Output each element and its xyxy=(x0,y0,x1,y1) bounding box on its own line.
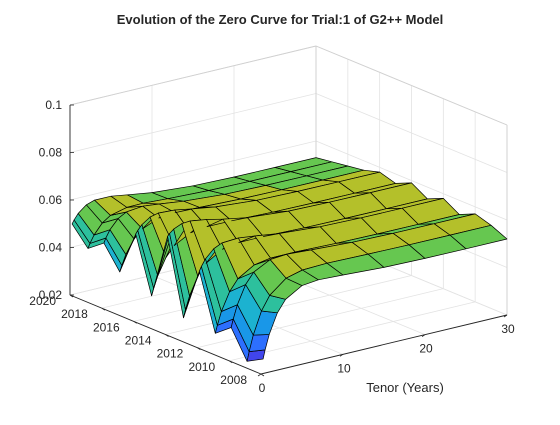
z-tick-label: 0.08 xyxy=(39,146,63,160)
y-tick-label: 2010 xyxy=(188,360,215,374)
side-wall-gridline xyxy=(315,140,508,221)
side-wall-gridline xyxy=(315,93,508,173)
back-wall-gridline xyxy=(69,140,317,201)
surface-patch xyxy=(449,224,508,250)
y-tick-label: 2008 xyxy=(220,373,247,387)
z-tick-label: 0.04 xyxy=(39,241,63,255)
z-tick-label: 0.02 xyxy=(39,288,63,302)
x-axis-label: Tenor (Years) xyxy=(366,380,444,395)
y-axis-line xyxy=(69,294,262,375)
y-tick-label: 2012 xyxy=(157,347,184,361)
y-tick-label: 2014 xyxy=(125,334,152,348)
z-tick-label: 0.1 xyxy=(45,98,62,112)
y-tick-label: 2020 xyxy=(29,294,56,308)
back-wall-gridline xyxy=(69,93,317,153)
surface xyxy=(71,157,508,362)
chart-title: Evolution of the Zero Curve for Trial:1 … xyxy=(117,12,444,27)
axis-box-edge xyxy=(69,45,317,106)
y-tick-label: 2018 xyxy=(61,307,88,321)
axis-box-edge xyxy=(315,45,508,126)
x-tick-mark xyxy=(257,373,262,377)
floor-gridline-y xyxy=(165,275,412,335)
y-tick-label: 2016 xyxy=(93,320,120,334)
z-tick-label: 0.06 xyxy=(39,193,63,207)
x-tick-label: 10 xyxy=(337,361,351,375)
x-tick-label: 20 xyxy=(419,342,433,356)
x-axis-line xyxy=(260,314,508,375)
floor-gridline-y xyxy=(229,301,476,362)
x-tick-label: 0 xyxy=(259,381,266,395)
x-tick-label: 30 xyxy=(501,322,515,336)
